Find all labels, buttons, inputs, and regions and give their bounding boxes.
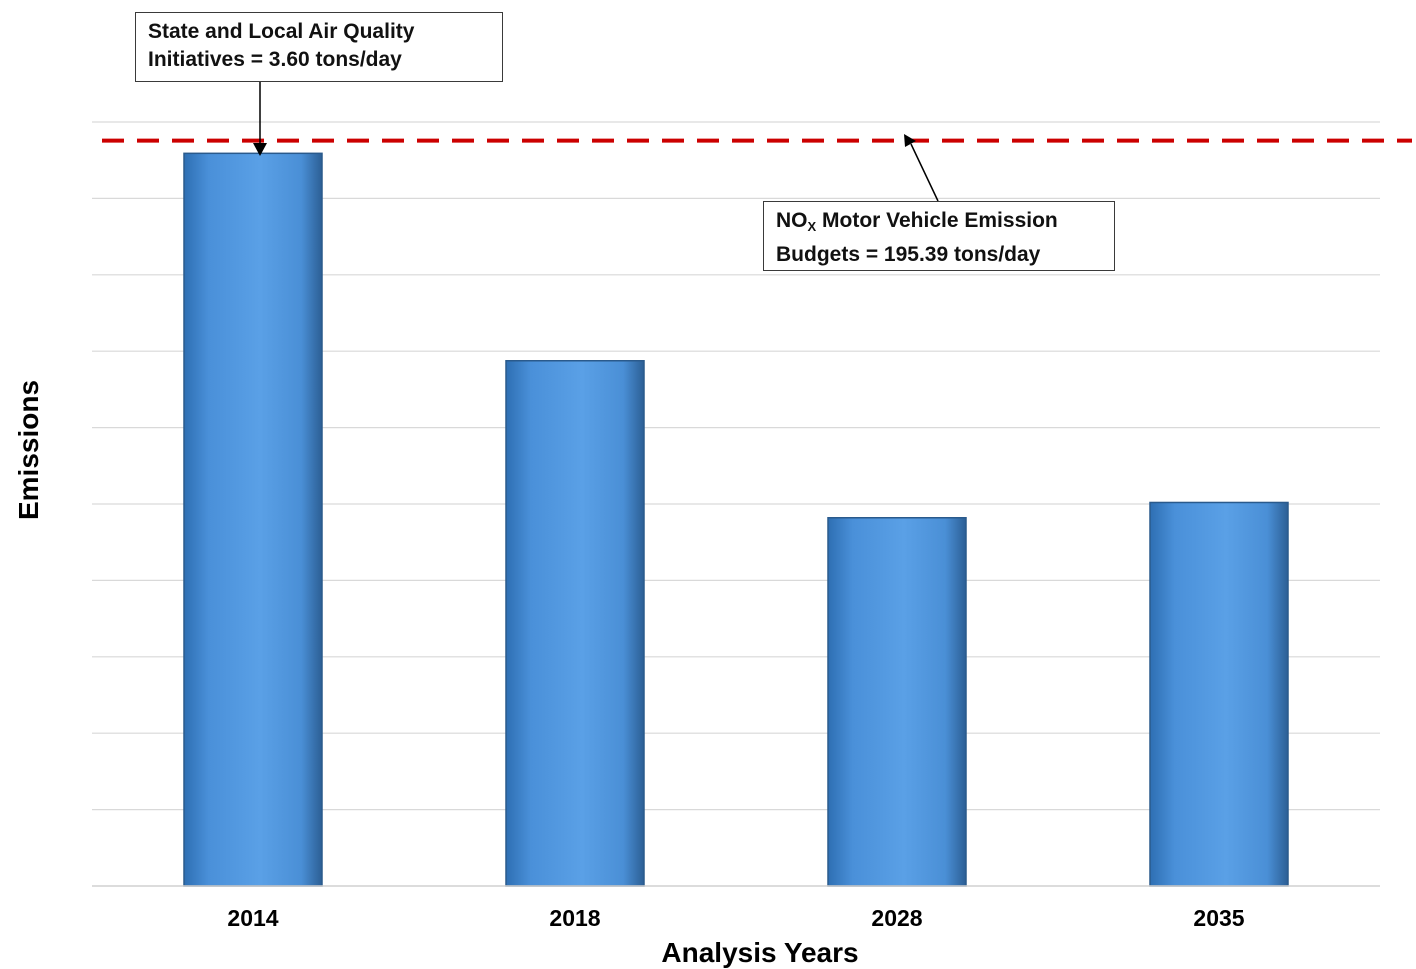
budget-callout-subscript: X	[807, 219, 817, 234]
x-tick-label-2014: 2014	[227, 905, 278, 931]
budget-callout: NOX Motor Vehicle Emission Budgets = 195…	[763, 201, 1115, 271]
budget-callout-line2: Budgets = 195.39 tons/day	[776, 243, 1041, 266]
x-tick-label-2018: 2018	[549, 905, 600, 931]
budget-callout-no: NO	[776, 209, 808, 232]
bar-2028	[827, 517, 967, 887]
budget-callout-line1: NOX Motor Vehicle Emission	[776, 207, 1102, 241]
y-axis-title: Emissions	[13, 380, 44, 520]
x-tick-label-2035: 2035	[1193, 905, 1244, 931]
initiatives-callout-line1: State and Local Air Quality	[148, 20, 415, 43]
budget-callout-rest: Motor Vehicle Emission	[816, 209, 1058, 232]
x-tick-labels: 2014 2018 2028 2035	[227, 905, 1244, 931]
bar-2035	[1149, 501, 1289, 887]
initiatives-arrow-head	[253, 143, 267, 156]
bar-series	[183, 152, 1289, 887]
x-axis-title: Analysis Years	[661, 937, 858, 968]
budget-arrow-line	[910, 143, 939, 202]
budget-arrow-head	[904, 134, 916, 147]
x-tick-label-2028: 2028	[871, 905, 922, 931]
bar-2014	[183, 152, 323, 887]
bar-2018	[505, 360, 645, 887]
initiatives-callout: State and Local Air Quality Initiatives …	[135, 12, 503, 82]
initiatives-callout-line2: Initiatives = 3.60 tons/day	[148, 48, 402, 71]
